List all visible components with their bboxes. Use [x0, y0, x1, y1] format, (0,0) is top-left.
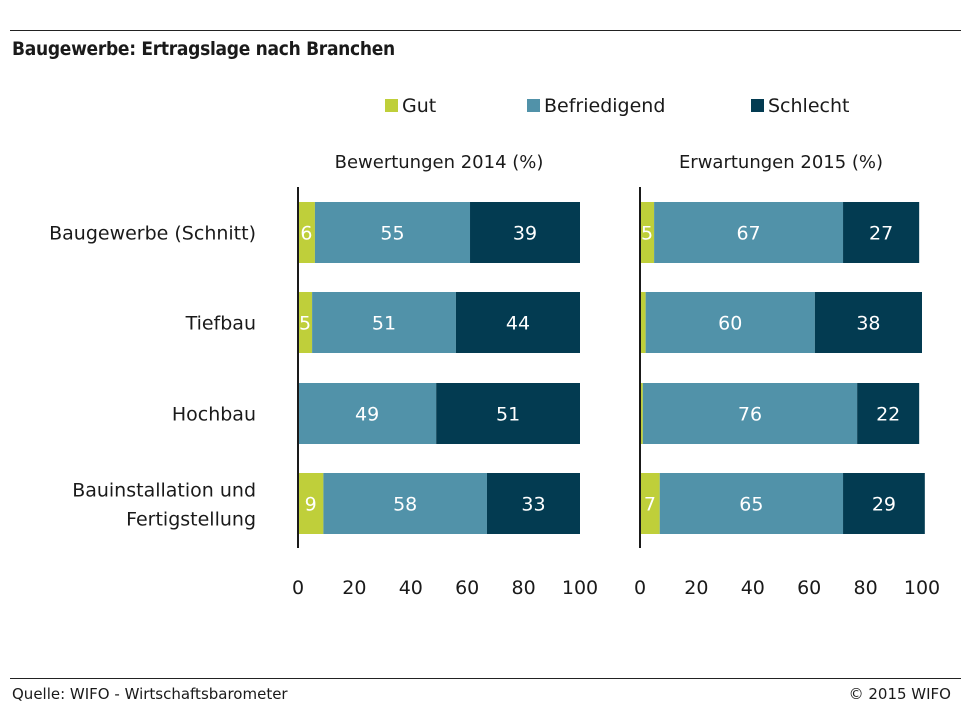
bar-segment-befriedigend	[314, 202, 471, 263]
legend-swatch-schlecht	[751, 99, 764, 112]
legend-swatch-gut	[385, 99, 398, 112]
bar-segment-befriedigend	[323, 473, 487, 534]
chart-title: Baugewerbe: Ertragslage nach Branchen	[12, 38, 395, 60]
bar-data-label: 67	[736, 223, 760, 245]
category-label: Tiefbau	[185, 313, 256, 335]
x-tick-label: 100	[904, 577, 940, 599]
x-tick-label: 80	[512, 577, 536, 599]
x-tick-label: 0	[292, 577, 304, 599]
bar-segment-schlecht	[470, 202, 580, 263]
x-tick-label: 40	[741, 577, 765, 599]
x-tick-label: 20	[342, 577, 366, 599]
bar-data-label: 6	[300, 223, 312, 245]
source-note: Quelle: WIFO - Wirtschaftsbarometer	[12, 685, 288, 703]
bar-segment-befriedigend	[312, 292, 456, 353]
bar-data-label: 51	[496, 404, 520, 426]
bar-segment-gut	[640, 383, 643, 444]
legend-label-befriedigend: Befriedigend	[544, 95, 665, 117]
legend-label-gut: Gut	[402, 95, 436, 117]
bar-segment-befriedigend	[642, 383, 858, 444]
bar-data-label: 44	[506, 313, 530, 335]
bar-segment-schlecht	[857, 383, 920, 444]
category-label: Hochbau	[172, 404, 256, 426]
bar-segment-befriedigend	[645, 292, 815, 353]
bar-data-label: 9	[305, 494, 317, 516]
x-tick-label: 80	[854, 577, 878, 599]
bottom-rule	[10, 678, 961, 679]
bar-data-label: 7	[644, 494, 656, 516]
bar-data-label: 76	[738, 404, 762, 426]
bar-data-label: 27	[869, 223, 893, 245]
legend-swatch-befriedigend	[527, 99, 540, 112]
panel-title: Bewertungen 2014 (%)	[335, 152, 544, 173]
bar-data-label: 49	[355, 404, 379, 426]
bar-data-label: 51	[372, 313, 396, 335]
bar-segment-befriedigend	[659, 473, 844, 534]
bar-segment-gut	[640, 202, 655, 263]
bar-data-label: 55	[380, 223, 404, 245]
x-tick-label: 100	[562, 577, 598, 599]
x-tick-label: 60	[455, 577, 479, 599]
bar-segment-schlecht	[455, 292, 580, 353]
x-tick-label: 40	[399, 577, 423, 599]
bar-segment-schlecht	[843, 473, 925, 534]
x-tick-label: 20	[684, 577, 708, 599]
bar-data-label: 5	[641, 223, 653, 245]
bar-segment-befriedigend	[298, 383, 437, 444]
bar-segment-gut	[298, 473, 324, 534]
bar-segment-gut	[298, 202, 315, 263]
bar-data-label: 38	[856, 313, 880, 335]
bar-data-label: 58	[393, 494, 417, 516]
panel-title: Erwartungen 2015 (%)	[679, 152, 883, 173]
bar-segment-gut	[640, 292, 646, 353]
category-label: Bauinstallation und Fertigstellung	[72, 480, 256, 531]
bar-segment-gut	[640, 473, 660, 534]
bar-segment-schlecht	[436, 383, 580, 444]
bar-segment-schlecht	[486, 473, 580, 534]
copyright-note: © 2015 WIFO	[848, 685, 951, 703]
bar-segment-schlecht	[814, 292, 922, 353]
bar-data-label: 39	[513, 223, 537, 245]
bar-segment-gut	[298, 292, 313, 353]
bar-data-label: 65	[739, 494, 763, 516]
category-label: Baugewerbe (Schnitt)	[49, 223, 256, 245]
x-tick-label: 0	[634, 577, 646, 599]
top-rule	[10, 30, 961, 31]
x-tick-label: 60	[797, 577, 821, 599]
bar-data-label: 29	[872, 494, 896, 516]
bar-segment-schlecht	[843, 202, 920, 263]
bar-data-label: 60	[718, 313, 742, 335]
legend-label-schlecht: Schlecht	[768, 95, 849, 117]
bar-data-label: 33	[521, 494, 545, 516]
bar-data-label: 5	[299, 313, 311, 335]
bar-data-label: 22	[876, 404, 900, 426]
bar-segment-befriedigend	[654, 202, 844, 263]
